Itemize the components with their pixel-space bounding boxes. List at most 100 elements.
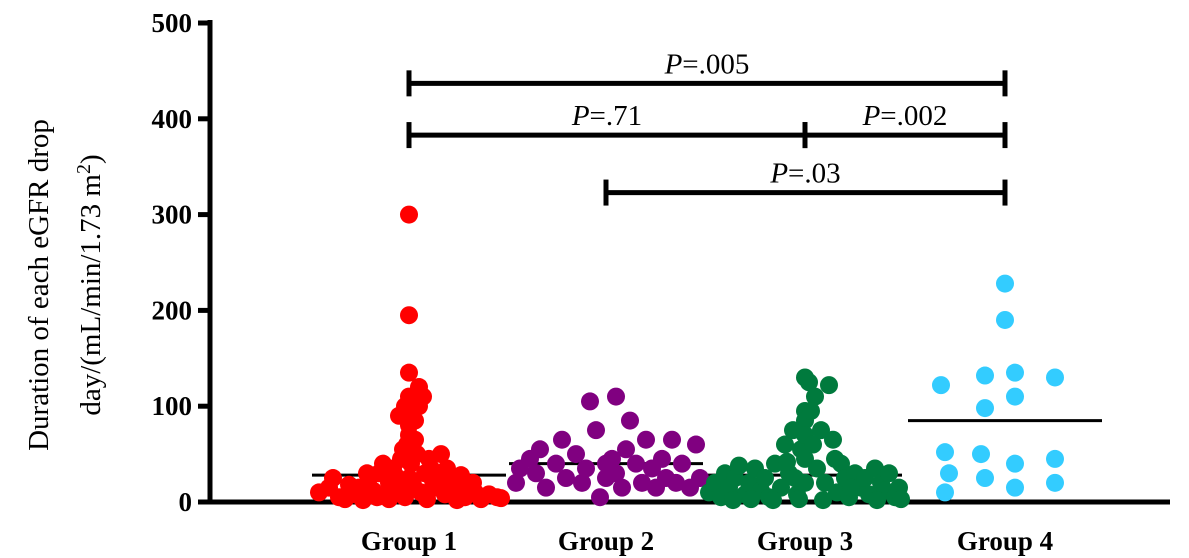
p-value: =.03	[788, 158, 841, 190]
p-value-label: P=.03	[769, 158, 840, 190]
data-point	[976, 399, 994, 418]
p-symbol: P	[664, 48, 683, 80]
data-point	[1006, 454, 1024, 473]
data-point	[673, 454, 691, 473]
data-points	[310, 205, 1064, 510]
p-symbol: P	[862, 100, 881, 132]
data-point	[756, 469, 774, 488]
data-point	[691, 469, 709, 488]
data-point	[396, 397, 414, 416]
p-value: =.002	[880, 100, 947, 132]
data-point	[842, 478, 860, 497]
data-point	[633, 473, 651, 492]
data-point	[1046, 368, 1064, 387]
y-tick-label: 200	[152, 295, 193, 325]
data-point	[812, 421, 830, 440]
data-point	[667, 473, 685, 492]
data-point	[824, 430, 842, 449]
x-category-label: Group 1	[361, 526, 457, 556]
data-point	[932, 376, 950, 395]
data-point	[627, 454, 645, 473]
data-point	[790, 490, 808, 509]
data-point	[1006, 387, 1024, 406]
data-point	[972, 445, 990, 464]
p-value-label: P=.71	[571, 100, 642, 132]
y-axis-label-line2-end: )	[75, 154, 107, 164]
y-tick-label: 300	[152, 200, 193, 230]
data-point	[621, 411, 639, 430]
data-point	[866, 459, 884, 478]
data-point	[663, 430, 681, 449]
data-point	[422, 459, 440, 478]
data-point	[557, 469, 575, 488]
data-point	[567, 445, 585, 464]
data-point	[607, 464, 625, 483]
y-tick-label: 100	[152, 391, 193, 421]
p-value: =.71	[590, 100, 643, 132]
data-point	[730, 456, 748, 475]
data-point	[814, 491, 832, 510]
x-category-label: Group 3	[757, 526, 853, 556]
y-axis-label: Duration of each eGFR drop day/(mL/min/1…	[23, 119, 107, 451]
data-point	[418, 490, 436, 509]
y-tick-label: 0	[179, 487, 193, 517]
data-point	[976, 469, 994, 488]
data-point	[653, 449, 671, 468]
data-point	[816, 473, 834, 492]
data-point	[786, 469, 804, 488]
data-point	[637, 430, 655, 449]
data-point	[996, 274, 1014, 293]
data-point	[577, 459, 595, 478]
data-point	[940, 464, 958, 483]
data-point	[826, 449, 844, 468]
data-point	[936, 483, 954, 502]
data-point	[742, 490, 760, 509]
data-point	[531, 440, 549, 459]
data-point	[573, 473, 591, 492]
data-point	[1046, 473, 1064, 492]
data-point	[603, 449, 621, 468]
data-point	[350, 478, 368, 497]
data-point	[802, 401, 820, 420]
data-point	[776, 435, 794, 454]
data-point	[936, 443, 954, 462]
p-symbol: P	[571, 100, 590, 132]
y-axis-label-line2: day/(mL/min/1.73 m2)	[73, 154, 107, 415]
data-point	[448, 491, 466, 510]
data-point	[806, 387, 824, 406]
data-point	[507, 473, 525, 492]
data-point	[358, 464, 376, 483]
data-point	[400, 205, 418, 224]
data-point	[553, 430, 571, 449]
y-tick-label: 500	[152, 8, 193, 38]
data-point	[386, 466, 404, 485]
data-point	[764, 491, 782, 510]
data-point	[1046, 449, 1064, 468]
data-point	[380, 490, 398, 509]
y-axis-label-line2-main: day/(mL/min/1.73 m	[75, 174, 107, 416]
data-point	[410, 378, 428, 397]
y-axis-label-line1: Duration of each eGFR drop	[23, 119, 55, 451]
x-category-label: Group 2	[558, 526, 654, 556]
data-point	[820, 376, 838, 395]
x-category-label: Group 4	[957, 526, 1053, 556]
data-point	[1006, 363, 1024, 382]
data-point	[400, 363, 418, 382]
data-point	[808, 459, 826, 478]
data-point	[880, 464, 898, 483]
data-point	[336, 490, 354, 509]
p-value-label: P=.002	[862, 100, 948, 132]
data-point	[687, 435, 705, 454]
data-point	[537, 478, 555, 497]
data-point	[868, 491, 886, 510]
data-point	[547, 454, 565, 473]
data-point	[591, 488, 609, 507]
data-point	[976, 366, 994, 385]
p-value: =.005	[682, 48, 749, 80]
data-point	[581, 392, 599, 411]
data-point	[892, 490, 910, 509]
p-value-label: P=.005	[664, 48, 750, 80]
data-point	[587, 421, 605, 440]
